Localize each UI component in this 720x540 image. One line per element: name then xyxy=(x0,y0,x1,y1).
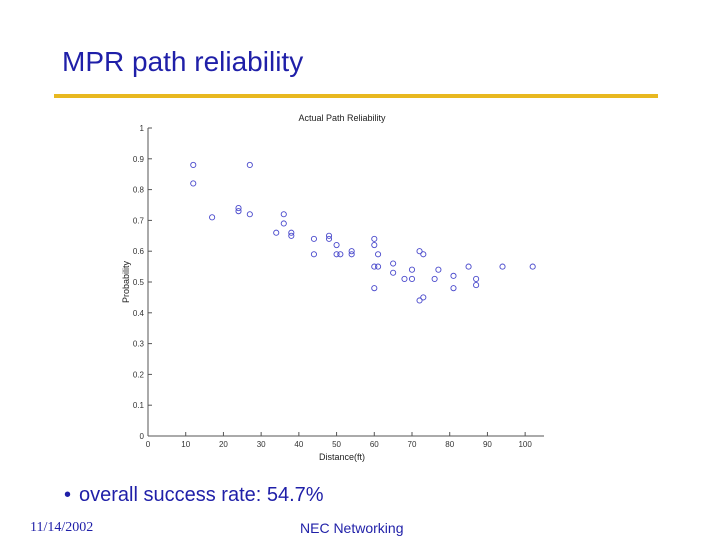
data-point xyxy=(371,285,378,292)
data-point xyxy=(325,232,333,239)
data-points xyxy=(190,161,536,304)
bullet-text: overall success rate: 54.7% xyxy=(79,484,324,506)
y-axis-label: Probability xyxy=(121,260,131,303)
data-point xyxy=(337,251,344,258)
data-point xyxy=(473,275,480,282)
data-point xyxy=(280,220,287,227)
x-tick-label: 40 xyxy=(294,440,303,449)
data-point xyxy=(416,248,423,255)
x-tick-label: 90 xyxy=(483,440,492,449)
x-tick-group: 0 10 20 30 40 50 60 70 80 90 100 xyxy=(146,432,532,449)
bullet-marker: • xyxy=(64,484,72,506)
data-point xyxy=(348,251,355,258)
y-tick-label: 0.4 xyxy=(133,309,145,318)
y-tick-label: 0 xyxy=(140,432,145,441)
x-tick-label: 70 xyxy=(408,440,417,449)
data-point xyxy=(371,263,378,270)
data-point xyxy=(190,161,197,169)
bullet-item: • overall success rate: 54.7% xyxy=(64,484,324,507)
data-point xyxy=(333,251,340,258)
x-tick-label: 60 xyxy=(370,440,379,449)
data-point xyxy=(450,285,457,292)
x-tick-label: 10 xyxy=(181,440,190,449)
data-point xyxy=(529,263,536,270)
y-tick-label: 0.9 xyxy=(133,155,145,164)
data-point xyxy=(235,208,242,215)
y-tick-label: 0.2 xyxy=(133,370,145,379)
footer-organization: NEC Networking xyxy=(300,520,404,536)
x-axis-label: Distance(ft) xyxy=(319,452,365,462)
data-point xyxy=(473,282,480,289)
data-point xyxy=(420,294,427,301)
y-tick-label: 0.8 xyxy=(133,186,145,195)
data-point xyxy=(420,251,427,258)
y-tick-label: 0.7 xyxy=(133,216,145,225)
y-tick-label: 0.1 xyxy=(133,401,145,410)
x-tick-label: 20 xyxy=(219,440,228,449)
data-point xyxy=(310,235,317,242)
x-tick-label: 80 xyxy=(445,440,454,449)
y-tick-label: 0.6 xyxy=(133,247,145,256)
data-point xyxy=(348,248,355,255)
data-point xyxy=(333,241,340,249)
data-point xyxy=(465,263,472,270)
data-point xyxy=(209,214,216,221)
data-point xyxy=(371,241,378,249)
data-point xyxy=(288,229,295,236)
y-tick-label: 1 xyxy=(140,124,145,133)
data-point xyxy=(235,205,242,212)
data-point xyxy=(375,251,382,258)
data-point xyxy=(408,275,416,282)
data-point xyxy=(499,263,506,270)
data-point xyxy=(416,297,423,304)
data-point xyxy=(390,269,397,276)
chart-title: Actual Path Reliability xyxy=(298,113,386,123)
x-tick-label: 0 xyxy=(146,440,151,449)
data-point xyxy=(401,275,408,282)
y-tick-label: 0.3 xyxy=(133,340,145,349)
data-point xyxy=(325,235,333,242)
slide-title: MPR path reliability xyxy=(62,46,304,77)
data-point xyxy=(246,161,253,169)
data-point xyxy=(288,232,295,239)
data-point xyxy=(450,272,457,279)
data-point xyxy=(280,211,287,218)
footer-date: 11/14/2002 xyxy=(30,520,94,535)
data-point xyxy=(371,235,378,242)
data-point xyxy=(310,251,317,258)
y-tick-label: 0.5 xyxy=(133,278,145,287)
x-tick-label: 50 xyxy=(332,440,341,449)
title-underline xyxy=(54,94,658,98)
data-point xyxy=(190,180,197,187)
y-tick-group: 0 0.1 0.2 0.3 0.4 0.5 0.6 0.7 0.8 0.9 1 xyxy=(133,124,152,441)
x-tick-label: 100 xyxy=(518,440,532,449)
scatter-chart: Actual Path Reliability 0 0.1 0.2 0.3 0.4 0.5… xyxy=(121,113,544,462)
data-point xyxy=(408,266,416,273)
data-point xyxy=(375,263,382,270)
x-tick-label: 30 xyxy=(257,440,266,449)
data-point xyxy=(273,229,280,236)
data-point xyxy=(246,211,253,218)
data-point xyxy=(390,260,397,267)
data-point xyxy=(435,266,442,273)
data-point xyxy=(431,275,438,282)
